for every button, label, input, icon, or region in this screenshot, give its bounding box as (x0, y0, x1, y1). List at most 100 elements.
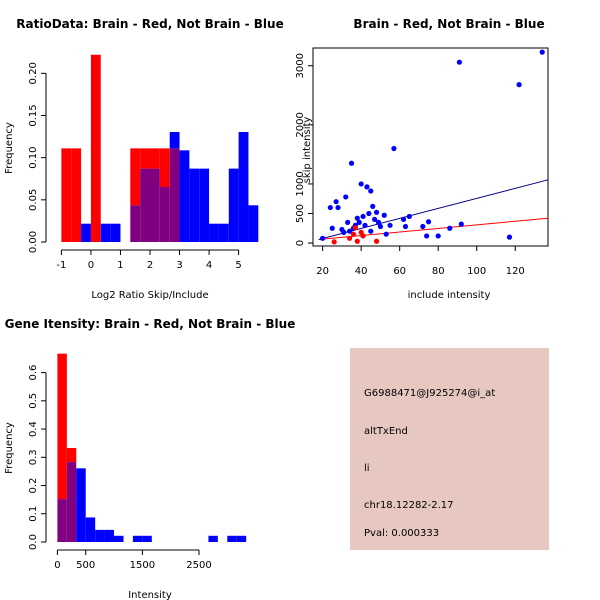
histogram-bar (199, 168, 210, 242)
histogram-overlap-bar (159, 187, 170, 242)
intensity-scatter-title: Brain - Red, Not Brain - Blue (353, 17, 544, 31)
y-tick-label: 0.20 (28, 62, 39, 84)
histogram-bar (179, 150, 190, 242)
ratio-histogram-bars (61, 54, 259, 242)
histogram-overlap-bar (140, 168, 150, 242)
scatter-point (327, 204, 333, 211)
x-tick-label: 5 (235, 260, 241, 271)
scatter-point (354, 238, 360, 244)
histogram-overlap-bar (66, 462, 77, 542)
histogram-bar (110, 223, 121, 242)
histogram-bar (169, 132, 180, 149)
x-tick-label: 120 (506, 266, 525, 277)
x-tick-label: 0 (54, 560, 60, 571)
scatter-point (387, 222, 393, 228)
y-tick-label: 2000 (295, 112, 306, 137)
y-tick-label: 0 (295, 240, 306, 246)
histogram-bar (76, 468, 86, 542)
scatter-point (370, 203, 376, 209)
histogram-bar (95, 529, 105, 542)
intensity-scatter-xlabel: include intensity (408, 290, 491, 301)
scatter-point (366, 210, 372, 217)
histogram-bar (228, 168, 239, 242)
histogram-bar (236, 535, 247, 542)
histogram-bar (130, 148, 141, 206)
histogram-bar (159, 148, 170, 188)
scatter-point (320, 235, 326, 241)
histogram-bar (248, 205, 259, 242)
histogram-bar (114, 535, 124, 542)
histogram-bar (66, 447, 77, 463)
scatter-axes: 20 40 60 80 100 120 0 500 1000 2000 3000 (295, 53, 525, 277)
histogram-bar (142, 535, 152, 542)
x-tick-label: 0 (88, 260, 94, 271)
y-tick-label: 0.10 (28, 147, 39, 169)
histogram-bar (209, 223, 219, 242)
histogram-bar (71, 148, 82, 242)
scatter-point (341, 229, 347, 236)
histogram-bar (140, 148, 150, 169)
histogram-bar (61, 148, 72, 242)
scatter-point (456, 59, 462, 65)
scatter-point (383, 231, 389, 237)
x-tick-label: 80 (432, 266, 445, 277)
histogram-bar (85, 517, 96, 542)
scatter-point (375, 219, 382, 225)
histogram-bar (100, 223, 111, 242)
x-tick-label: 2 (147, 260, 153, 271)
scatter-point (420, 223, 426, 230)
scatter-point (391, 145, 397, 152)
y-tick-label: 0.05 (28, 189, 39, 211)
y-tick-label: 0.2 (28, 478, 39, 494)
gene-intensity-histogram-axes: 0 500 1500 2500 0.0 0.1 0.2 0.3 0.4 0.5 0.6 (28, 365, 212, 571)
x-tick-label: 3 (176, 260, 182, 271)
info-pval: Pval: 0.000333 (364, 528, 439, 539)
y-tick-label: 0.3 (28, 449, 39, 465)
scatter-point (364, 184, 370, 190)
scatter-point (372, 216, 378, 223)
scatter-point (356, 219, 362, 225)
scatter-points (320, 49, 545, 245)
gene-intensity-histogram-ylabel: Frequency (4, 422, 15, 474)
ratio-histogram-ylabel: Frequency (4, 122, 15, 174)
scatter-point (424, 233, 430, 239)
histogram-bar (90, 54, 101, 242)
x-tick-label: 60 (393, 266, 406, 277)
scatter-point (402, 223, 409, 230)
histogram-bar (227, 535, 237, 542)
ratio-histogram-title: RatioData: Brain - Red, Not Brain - Blue (16, 17, 283, 31)
scatter-point (335, 204, 341, 211)
y-tick-label: 0.00 (28, 231, 39, 253)
info-event-type: altTxEnd (364, 426, 408, 437)
scatter-point (539, 49, 545, 55)
gene-intensity-histogram-title: Gene Itensity: Brain - Red, Not Brain - … (5, 317, 296, 331)
scatter-point (447, 225, 453, 231)
y-tick-label: 0.1 (28, 506, 39, 522)
scatter-point (343, 194, 349, 200)
scatter-point (358, 181, 364, 187)
x-tick-label: -1 (56, 260, 66, 271)
histogram-bar (238, 132, 249, 242)
y-tick-label: 0.15 (28, 104, 39, 126)
scatter-point (406, 213, 412, 220)
info-probe-id: G6988471@J925274@i_at (364, 388, 495, 399)
scatter-point (373, 209, 380, 215)
x-tick-label: 2500 (186, 560, 211, 571)
scatter-point (331, 239, 337, 245)
scatter-point (425, 219, 432, 225)
x-tick-label: 1 (117, 260, 123, 271)
ratio-histogram-xlabel: Log2 Ratio Skip/Include (91, 290, 208, 301)
histogram-overlap-bar (150, 168, 160, 242)
histogram-bar (57, 353, 67, 500)
scatter-point (360, 233, 366, 239)
scatter-point (346, 235, 353, 241)
intensity-scatter-panel: Brain - Red, Not Brain - Blue 20 40 60 80 10… (295, 17, 549, 301)
ratio-histogram-axes: -1 0 1 2 3 4 5 0.00 0.05 0.10 0.15 0.20 (28, 62, 242, 271)
info-panel: G6988471@J925274@i_at altTxEnd li chr18.… (350, 348, 549, 550)
histogram-bar (218, 223, 229, 242)
scatter-plot-frame (312, 47, 549, 247)
trendline-brain (318, 217, 549, 240)
info-tissue-code: li (364, 463, 370, 474)
scatter-point (506, 234, 513, 240)
